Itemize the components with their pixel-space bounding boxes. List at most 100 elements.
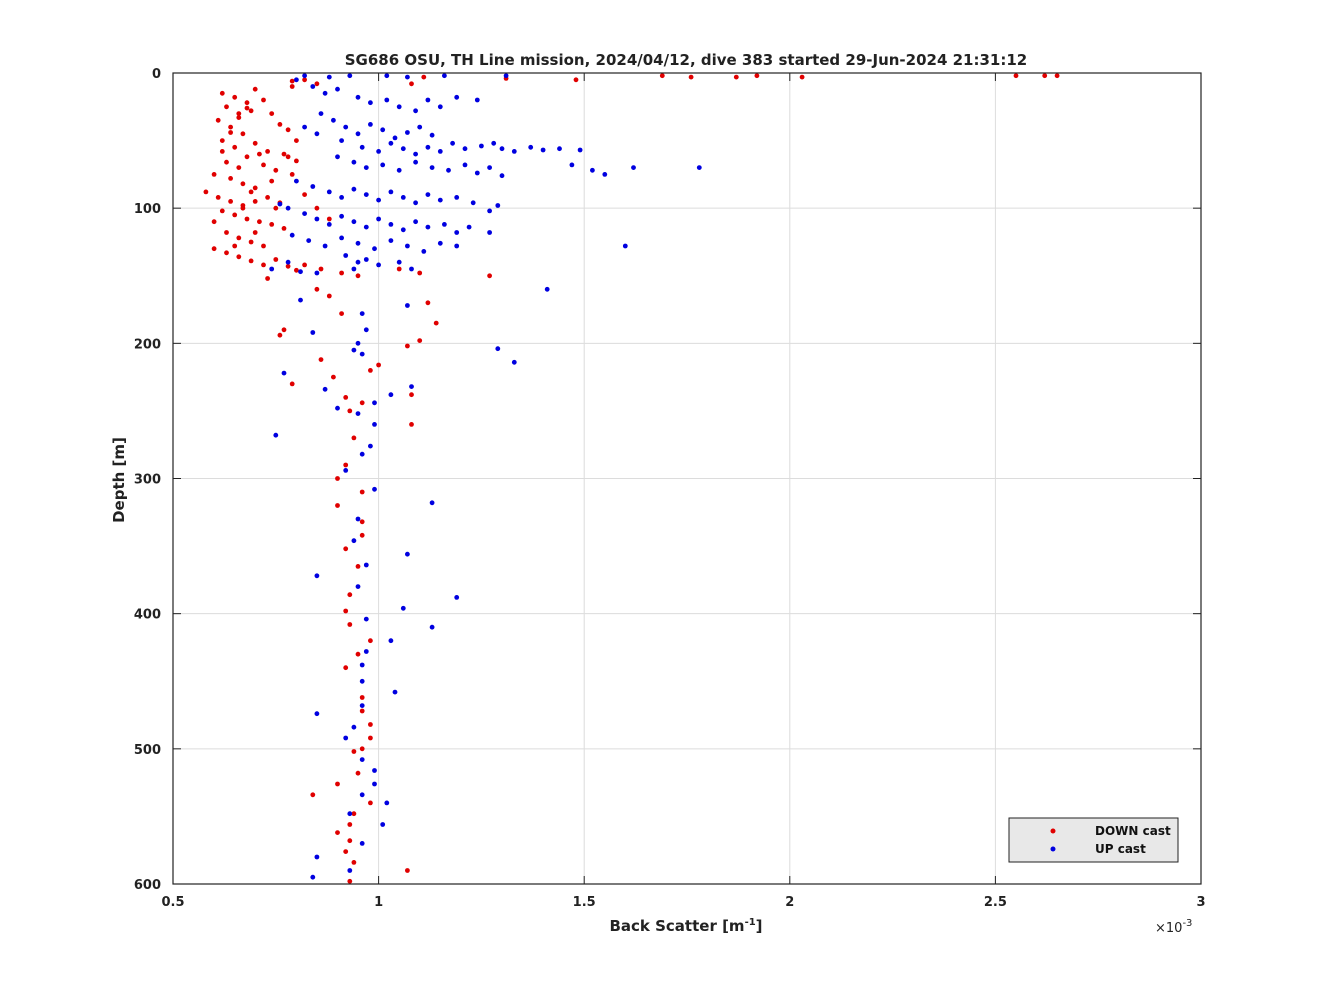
y-axis-label: Depth [m] (110, 437, 128, 523)
data-point-down-cast (314, 205, 320, 211)
data-point-down-cast (409, 81, 414, 87)
x-tick-label: 1 (374, 895, 383, 910)
data-point-down-cast (359, 400, 365, 406)
data-point-up-cast (273, 432, 279, 438)
data-point-down-cast (799, 74, 805, 80)
data-point-up-cast (388, 392, 394, 398)
data-point-up-cast (380, 822, 386, 827)
data-point-up-cast (405, 130, 410, 135)
data-point-up-cast (343, 124, 349, 130)
data-point-down-cast (351, 811, 357, 817)
data-point-up-cast (351, 159, 357, 165)
data-point-down-cast (294, 267, 299, 273)
data-point-up-cast (487, 230, 492, 235)
data-point-down-cast (294, 138, 299, 144)
data-point-up-cast (318, 111, 324, 116)
data-point-up-cast (339, 138, 344, 144)
y-tick-label: 100 (134, 202, 161, 217)
data-point-down-cast (228, 176, 234, 181)
data-point-down-cast (273, 205, 279, 211)
data-point-up-cast (351, 186, 357, 192)
data-point-up-cast (540, 147, 546, 153)
data-point-up-cast (474, 97, 480, 103)
data-point-down-cast (285, 154, 291, 160)
data-point-down-cast (351, 435, 357, 441)
x-axis-exponent-power: -3 (1182, 918, 1192, 929)
data-point-down-cast (236, 115, 242, 120)
data-point-up-cast (347, 868, 353, 873)
data-point-down-cast (343, 462, 349, 468)
legend-box (1008, 817, 1179, 863)
data-point-down-cast (211, 172, 217, 177)
data-point-up-cast (368, 122, 373, 127)
data-point-up-cast (454, 94, 460, 100)
data-point-up-cast (425, 224, 431, 230)
data-point-down-cast (688, 74, 694, 80)
data-point-up-cast (590, 167, 595, 173)
data-point-down-cast (224, 230, 229, 235)
x-axis-label-main: Back Scatter [m (609, 917, 744, 935)
data-point-up-cast (405, 243, 410, 249)
data-point-down-cast (302, 262, 307, 268)
series-up-cast (269, 73, 702, 880)
data-point-down-cast (244, 100, 250, 106)
data-point-up-cast (302, 124, 307, 130)
data-point-down-cast (659, 73, 665, 79)
data-point-up-cast (314, 854, 320, 860)
data-point-down-cast (236, 235, 242, 241)
data-point-down-cast (285, 127, 291, 133)
data-point-up-cast (326, 222, 332, 227)
data-point-down-cast (261, 97, 266, 103)
data-point-down-cast (257, 151, 262, 157)
y-tick-label: 600 (134, 878, 161, 893)
data-point-up-cast (400, 605, 406, 611)
data-point-down-cast (289, 381, 295, 387)
data-point-up-cast (355, 131, 361, 137)
data-point-down-cast (269, 222, 275, 227)
data-point-down-cast (277, 122, 283, 127)
data-point-down-cast (355, 273, 361, 279)
data-point-down-cast (417, 338, 423, 343)
data-point-up-cast (380, 127, 386, 133)
data-point-down-cast (405, 343, 410, 349)
y-tick-label: 400 (134, 608, 161, 623)
data-point-up-cast (326, 189, 332, 195)
data-point-up-cast (298, 297, 303, 303)
data-point-up-cast (343, 468, 349, 473)
data-point-down-cast (359, 708, 365, 714)
data-point-down-cast (351, 749, 357, 754)
data-point-up-cast (347, 73, 353, 79)
data-point-up-cast (409, 266, 414, 272)
data-point-up-cast (380, 162, 386, 168)
data-point-down-cast (314, 81, 320, 87)
data-point-down-cast (343, 849, 349, 854)
data-point-down-cast (355, 564, 361, 569)
data-point-up-cast (368, 443, 373, 449)
data-point-up-cast (306, 238, 312, 244)
data-point-down-cast (248, 108, 254, 114)
data-point-down-cast (355, 770, 361, 776)
data-point-up-cast (355, 94, 361, 100)
data-point-up-cast (372, 486, 377, 492)
data-point-up-cast (351, 219, 357, 225)
data-point-up-cast (294, 178, 299, 184)
data-point-down-cast (368, 735, 373, 741)
data-point-up-cast (314, 573, 320, 579)
data-point-down-cast (326, 216, 332, 222)
data-point-up-cast (544, 286, 550, 292)
data-point-down-cast (215, 117, 221, 123)
data-point-down-cast (252, 230, 258, 235)
data-point-up-cast (359, 311, 365, 316)
data-point-down-cast (244, 216, 250, 222)
x-axis-label: Back Scatter [m-1] (609, 917, 762, 935)
data-point-up-cast (462, 146, 468, 152)
data-point-down-cast (425, 300, 431, 306)
data-point-down-cast (248, 239, 254, 245)
x-axis-label-superscript: -1 (745, 917, 756, 928)
data-point-up-cast (429, 132, 435, 138)
x-tick-label: 2 (785, 895, 794, 910)
data-point-up-cast (359, 703, 365, 708)
data-point-up-cast (425, 97, 431, 103)
data-point-up-cast (396, 167, 402, 173)
data-point-up-cast (359, 841, 365, 846)
